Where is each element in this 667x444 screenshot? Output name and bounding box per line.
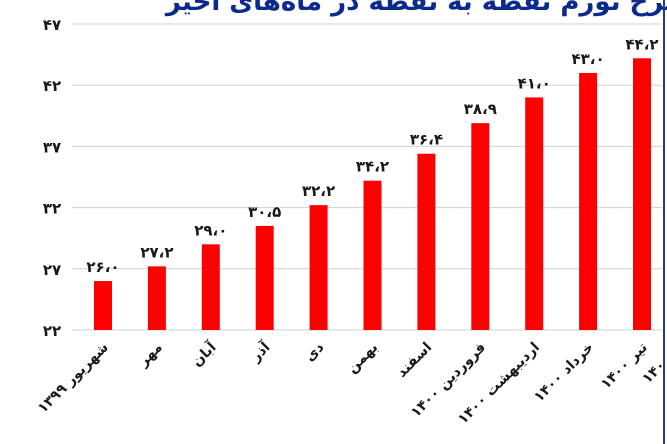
bars — [94, 58, 651, 331]
bar — [147, 266, 166, 330]
y-tick-label: ۲۲ — [43, 322, 61, 340]
bar — [579, 72, 598, 331]
x-tick-label: تیر ۱۴۰۰ — [598, 340, 651, 393]
bar — [633, 58, 651, 330]
data-label: ۳۲،۲ — [302, 182, 335, 200]
bar — [255, 225, 274, 330]
bar — [363, 180, 382, 330]
data-label: ۳۰،۵ — [248, 203, 281, 221]
bar — [417, 153, 436, 330]
y-tick-label: ۳۷ — [43, 138, 61, 156]
chart-title: نرخ تورم نقطه به نقطه در ماه‌های اخیر — [164, 0, 667, 17]
x-tick-label: بهمن — [344, 340, 381, 377]
data-label: ۳۸،۹ — [464, 100, 497, 118]
data-label: ۲۶،۰ — [86, 258, 119, 276]
y-tick-label: ۴۷ — [43, 16, 61, 34]
data-label: ۳۴،۲ — [356, 158, 389, 176]
data-label: ۴۳،۰ — [572, 50, 605, 68]
data-label: ۴۱،۰ — [518, 74, 551, 92]
bar — [525, 97, 544, 330]
x-tick-label: آبان — [188, 337, 221, 370]
y-tick-label: ۲۷ — [43, 261, 61, 279]
bar — [309, 205, 328, 330]
data-label: ۴۴،۲ — [625, 35, 658, 53]
x-tick-label: دی — [302, 340, 327, 365]
x-axis: شهریور ۱۳۹۹ مهر آبان آذر دی بهمن اسفندفروردین … — [35, 337, 667, 427]
y-tick-label: ۳۲ — [43, 200, 61, 218]
x-tick-label: اسفند — [394, 340, 435, 381]
bar — [201, 244, 220, 330]
x-tick-label: مهر — [135, 340, 166, 371]
y-tick-label: ۴۲ — [43, 77, 61, 95]
data-labels: ۲۶،۰ ۲۷،۲ ۲۹،۰ ۳۰،۵ ۳۲،۲ ۳۴،۲ ۳۶،۴ ۳۸،۹ ۴۱،۰ ۴۳،۰… — [86, 35, 658, 276]
y-axis: ۲۲ ۲۷ ۳۲ ۳۷ ۴۲ ۴۷ — [43, 16, 61, 340]
x-tick-label: شهریور ۱۳۹۹ — [35, 340, 112, 417]
x-tick-label-partial: ۱۴۰ — [639, 358, 667, 387]
data-label: ۳۶،۴ — [410, 131, 443, 149]
data-label: ۲۹،۰ — [194, 221, 227, 239]
bar — [471, 123, 490, 330]
bar — [94, 281, 112, 330]
data-label: ۲۷،۲ — [140, 243, 173, 261]
x-tick-label: آذر — [246, 337, 274, 365]
